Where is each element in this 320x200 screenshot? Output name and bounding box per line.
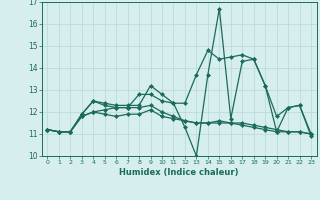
X-axis label: Humidex (Indice chaleur): Humidex (Indice chaleur) <box>119 168 239 177</box>
